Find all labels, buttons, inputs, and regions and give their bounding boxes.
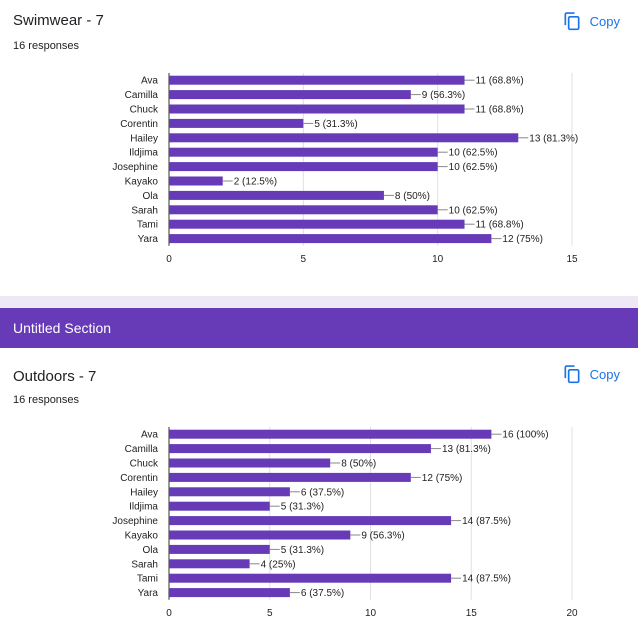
data-label: 6 (37.5%) — [301, 487, 344, 498]
category-label: Sarah — [131, 559, 158, 570]
data-label: 13 (81.3%) — [442, 444, 491, 455]
bar — [169, 75, 465, 85]
category-label: Yara — [138, 588, 159, 599]
bar-chart-swimwear: 0 5 10 15 Ava 11 (68.8%) Camilla 9 (56.3%) Chuck… — [112, 73, 578, 265]
data-label: 5 (31.3%) — [281, 545, 324, 556]
category-label: Sarah — [131, 205, 158, 216]
data-label: 5 (31.3%) — [281, 502, 324, 513]
data-label: 9 (56.3%) — [361, 531, 404, 542]
bar — [169, 133, 519, 143]
bar — [169, 429, 492, 439]
bar-chart-outdoors: 0 5 10 15 20 Ava 16 (100%) Camilla 13 (81.3%) Chu… — [112, 427, 578, 619]
bar — [169, 205, 438, 215]
category-label: Tami — [137, 574, 158, 585]
bar — [169, 118, 304, 128]
bar — [169, 472, 411, 482]
bar — [169, 162, 438, 172]
section-divider — [0, 296, 638, 308]
category-label: Ola — [142, 191, 158, 202]
bar — [169, 573, 452, 583]
data-label: 11 (68.8%) — [476, 76, 524, 87]
data-label: 2 (12.5%) — [234, 177, 277, 188]
data-label: 8 (50%) — [341, 459, 376, 470]
bar — [169, 559, 250, 569]
category-label: Tami — [137, 220, 158, 231]
copy-icon — [564, 12, 580, 31]
bar — [169, 219, 465, 229]
copy-label: Copy — [589, 366, 620, 382]
bar — [169, 147, 438, 157]
data-label: 4 (25%) — [261, 559, 296, 570]
data-label: 9 (56.3%) — [422, 90, 465, 101]
question-card-outdoors: Outdoors - 7 16 responses Copy 0 5 10 15 20 A… — [0, 350, 638, 640]
bar — [169, 90, 411, 100]
copy-chart-button[interactable]: Copy — [562, 11, 620, 31]
bar — [169, 176, 223, 186]
category-label: Camilla — [125, 444, 159, 455]
bar — [169, 234, 492, 244]
section-header: Untitled Section — [0, 308, 638, 348]
data-label: 13 (81.3%) — [529, 133, 578, 144]
category-label: Josephine — [112, 162, 158, 173]
category-label: Kayako — [125, 531, 159, 542]
category-label: Ava — [141, 76, 158, 87]
category-label: Yara — [138, 234, 159, 245]
category-label: Chuck — [130, 105, 159, 116]
category-label: Ava — [141, 430, 158, 441]
category-label: Corentin — [120, 119, 158, 130]
category-label: Ola — [142, 545, 158, 556]
bar — [169, 190, 384, 200]
category-label: Ildjima — [129, 148, 158, 159]
category-label: Camilla — [125, 90, 159, 101]
data-label: 10 (62.5%) — [449, 205, 498, 216]
data-label: 10 (62.5%) — [449, 148, 498, 159]
category-label: Ildjima — [129, 502, 158, 513]
question-title: Outdoors - 7 — [13, 368, 97, 385]
data-label: 10 (62.5%) — [449, 162, 498, 173]
data-label: 11 (68.8%) — [476, 105, 524, 116]
question-card-swimwear: Swimwear - 7 16 responses Copy 0 5 10 15 Ava… — [0, 0, 638, 296]
category-label: Hailey — [130, 133, 158, 144]
x-tick-label: 0 — [166, 608, 172, 619]
bar — [169, 458, 331, 468]
data-label: 12 (75%) — [502, 234, 543, 245]
bar — [169, 501, 270, 511]
data-label: 12 (75%) — [422, 473, 463, 484]
category-label: Josephine — [112, 516, 158, 527]
data-label: 14 (87.5%) — [462, 516, 511, 527]
copy-chart-button[interactable]: Copy — [562, 364, 620, 384]
copy-icon — [564, 365, 580, 384]
data-label: 11 (68.8%) — [476, 220, 524, 231]
data-label: 5 (31.3%) — [314, 119, 357, 130]
category-label: Chuck — [130, 459, 159, 470]
bar — [169, 104, 465, 114]
data-label: 6 (37.5%) — [301, 588, 344, 599]
copy-label: Copy — [589, 13, 620, 29]
data-label: 14 (87.5%) — [462, 574, 511, 585]
bar — [169, 516, 452, 526]
response-count: 16 responses — [13, 394, 80, 406]
x-tick-label: 15 — [566, 254, 578, 265]
category-label: Hailey — [130, 487, 158, 498]
bar — [169, 487, 290, 497]
bar — [169, 588, 290, 598]
question-title: Swimwear - 7 — [13, 12, 104, 29]
x-tick-label: 0 — [166, 254, 172, 265]
x-tick-label: 5 — [267, 608, 273, 619]
data-label: 8 (50%) — [395, 191, 430, 202]
x-tick-label: 15 — [466, 608, 478, 619]
x-tick-label: 10 — [432, 254, 444, 265]
bar — [169, 530, 351, 540]
category-label: Corentin — [120, 473, 158, 484]
category-label: Kayako — [125, 177, 159, 188]
bar — [169, 544, 270, 554]
x-tick-label: 10 — [365, 608, 377, 619]
x-tick-label: 20 — [566, 608, 578, 619]
x-tick-label: 5 — [301, 254, 307, 265]
section-title: Untitled Section — [13, 320, 112, 336]
bar — [169, 444, 431, 454]
data-label: 16 (100%) — [502, 430, 548, 441]
response-count: 16 responses — [13, 40, 80, 52]
